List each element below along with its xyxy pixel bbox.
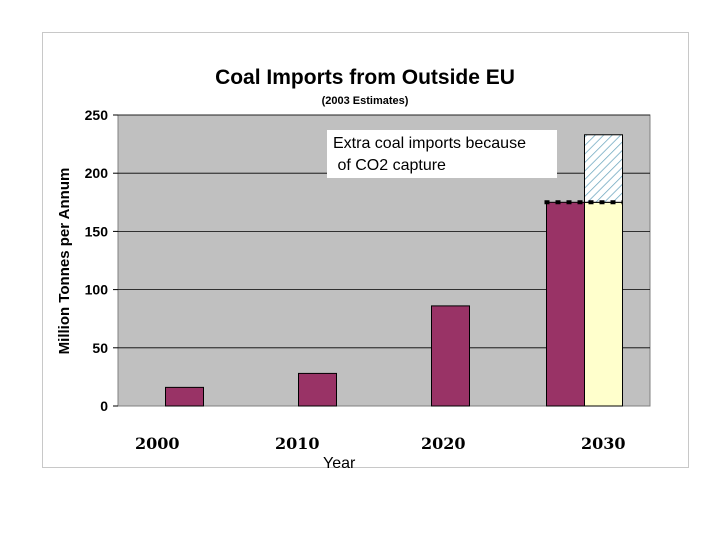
annotation-line-1: Extra coal imports because xyxy=(333,135,526,152)
y-tick-label: 50 xyxy=(92,340,108,356)
y-tick-label: 200 xyxy=(85,165,109,181)
y-tick-label: 100 xyxy=(85,282,109,298)
chart-title: Coal Imports from Outside EU xyxy=(215,66,515,89)
chart-subtitle: (2003 Estimates) xyxy=(322,95,409,107)
y-tick-label: 0 xyxy=(100,398,108,414)
x-tick-2030: 2030 xyxy=(581,434,626,453)
bar-2010 xyxy=(298,372,337,407)
bar-2030-extra xyxy=(584,134,623,203)
bar-2000 xyxy=(165,386,204,407)
bar-2020 xyxy=(431,305,470,407)
x-tick-2010: 2010 xyxy=(275,434,320,453)
bar-2030-capacity xyxy=(584,201,623,407)
bar-2030 xyxy=(546,201,585,407)
x-tick-2000: 2000 xyxy=(135,434,180,453)
annotation-line-2: of CO2 capture xyxy=(333,157,446,174)
y-tick-label: 150 xyxy=(85,223,109,239)
y-tick-label: 250 xyxy=(85,107,109,123)
y-axis-label: Million Tonnes per Annum xyxy=(56,168,73,355)
annotation-box: Extra coal imports because of CO2 captur… xyxy=(327,130,557,178)
x-axis-label: Year xyxy=(323,455,356,472)
x-tick-2020: 2020 xyxy=(421,434,466,453)
